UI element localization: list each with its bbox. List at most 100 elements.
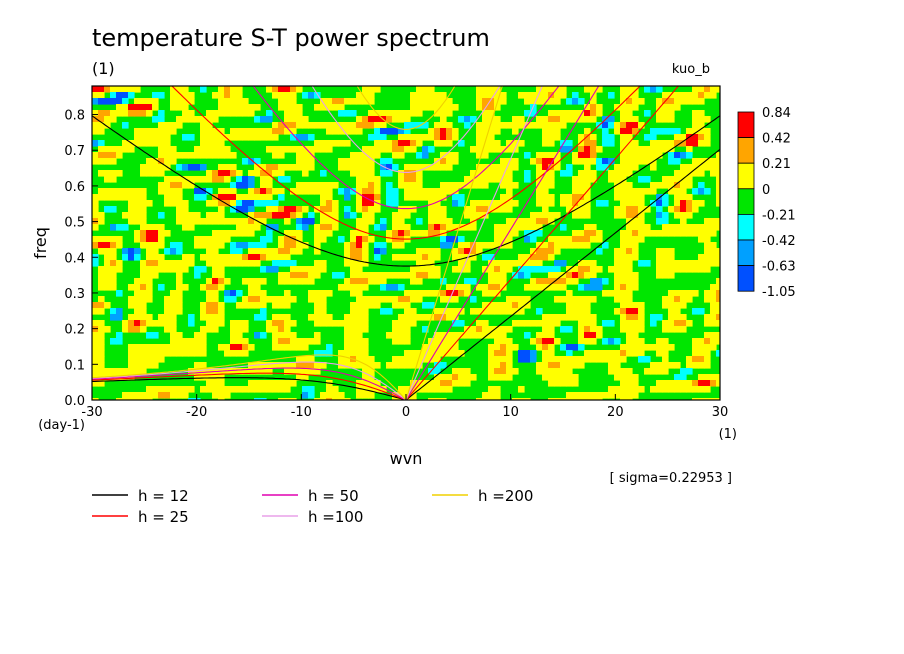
heat-cell [692, 170, 699, 177]
heat-cell [620, 374, 627, 381]
heat-cell [176, 98, 183, 105]
heat-cell [590, 140, 597, 147]
heat-cell [626, 104, 633, 111]
heat-cell [632, 152, 639, 159]
heat-cell [164, 392, 171, 399]
heat-cell [266, 266, 273, 273]
heat-cell [158, 344, 165, 351]
heat-cell [248, 134, 255, 141]
heat-cell [110, 254, 117, 261]
heat-cell [566, 368, 573, 375]
heat-cell [458, 194, 465, 201]
heat-cell [92, 380, 99, 387]
heat-cell [554, 98, 561, 105]
heat-cell [482, 392, 489, 399]
legend-label: h = 12 [138, 487, 189, 505]
heat-cell [122, 398, 129, 400]
heat-cell [98, 158, 105, 165]
heat-cell [284, 338, 291, 345]
heat-cell [164, 182, 171, 189]
heat-cell [602, 242, 609, 249]
heat-cell [182, 92, 189, 99]
heat-cell [218, 86, 225, 93]
heat-cell [608, 350, 615, 357]
heat-cell [434, 356, 441, 363]
heat-cell [182, 266, 189, 273]
heat-cell [566, 206, 573, 213]
heat-cell [188, 344, 195, 351]
heat-cell [308, 146, 315, 153]
heat-cell [542, 206, 549, 213]
heat-cell [440, 182, 447, 189]
heat-cell [488, 116, 495, 123]
heat-cell [566, 374, 573, 381]
heat-cell [266, 206, 273, 213]
heat-cell [374, 146, 381, 153]
heat-cell [290, 92, 297, 99]
heat-cell [368, 188, 375, 195]
heat-cell [212, 200, 219, 207]
heat-cell [218, 284, 225, 291]
heat-cell [356, 320, 363, 327]
heat-cell [104, 176, 111, 183]
heat-cell [152, 134, 159, 141]
heat-cell [506, 356, 513, 363]
heat-cell [278, 326, 285, 333]
heat-cell [152, 248, 159, 255]
heat-cell [530, 92, 537, 99]
kelvin-curve [405, 86, 680, 400]
heat-cell [266, 386, 273, 393]
heat-cell [446, 386, 453, 393]
heat-cell [398, 140, 405, 147]
heat-cell [338, 236, 345, 243]
heat-cell [530, 356, 537, 363]
kelvin-curve [405, 86, 543, 400]
heat-cell [704, 338, 711, 345]
heat-cell [248, 254, 255, 261]
heat-cell [266, 110, 273, 117]
heat-cell [512, 398, 519, 400]
heat-cell [158, 134, 165, 141]
heat-cell [350, 110, 357, 117]
heat-cell [536, 266, 543, 273]
heat-cell [218, 320, 225, 327]
heat-cell [626, 236, 633, 243]
heat-cell [464, 374, 471, 381]
heat-cell [614, 104, 621, 111]
heat-cell [206, 254, 213, 261]
heat-cell [578, 332, 585, 339]
heat-cell [134, 320, 141, 327]
heat-cell [326, 320, 333, 327]
heat-cell [692, 134, 699, 141]
heat-cell [380, 224, 387, 231]
heat-cell [446, 236, 453, 243]
heat-cell [170, 332, 177, 339]
heat-cell [194, 368, 201, 375]
heat-cell [566, 116, 573, 123]
heat-cell [704, 332, 711, 339]
heat-cell [92, 98, 99, 105]
heat-cell [710, 86, 717, 93]
heat-cell [290, 380, 297, 387]
heat-cell [308, 296, 315, 303]
heat-cell [620, 188, 627, 195]
heat-cell [536, 284, 543, 291]
heat-cell [686, 362, 693, 369]
heat-cell [362, 260, 369, 267]
heat-cell [374, 182, 381, 189]
heat-cell [476, 326, 483, 333]
heat-cell [404, 182, 411, 189]
heat-cell [182, 182, 189, 189]
heat-cell [332, 140, 339, 147]
heat-cell [494, 278, 501, 285]
heat-cell [632, 278, 639, 285]
heat-cell [212, 296, 219, 303]
heat-cell [626, 248, 633, 255]
heat-cell [704, 230, 711, 237]
heat-cell [560, 146, 567, 153]
heat-cell [536, 248, 543, 255]
heat-cell [488, 98, 495, 105]
heat-cell [620, 398, 627, 400]
heat-cell [320, 188, 327, 195]
heat-cell [584, 398, 591, 400]
